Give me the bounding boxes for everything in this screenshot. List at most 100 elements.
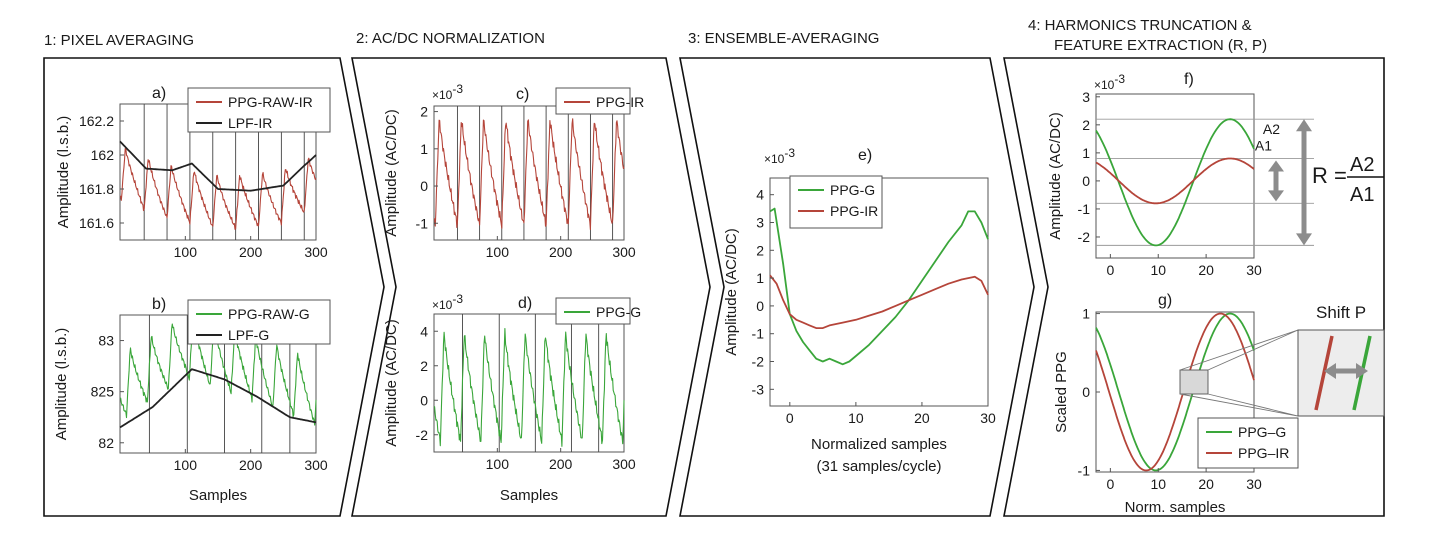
y-tick-label: -3 [752,381,765,397]
chart-label-e: e) [858,147,872,164]
x-tick-label: 100 [486,244,510,260]
exponent-power: -3 [452,82,463,96]
chart-label-g: g) [1158,292,1172,309]
x-tick-label: 100 [174,457,198,473]
x-tick-label: 300 [304,244,328,260]
amplitude-label-a1: A1 [1255,137,1272,153]
y-tick-label: 162 [91,147,115,163]
y-tick-label: 161.8 [79,181,114,197]
series-line-green [1095,118,1255,247]
plot-area-f [1095,93,1255,259]
chart-c: 100 200 300 -1 0 1 2 Amplitude (AC/DC) PPG-IR c) [383,86,644,260]
exponent-power: -3 [1114,72,1125,86]
y-axis-label: Amplitude (AC/DC) [383,319,400,447]
legend-label: PPG–G [1238,424,1286,440]
exponent-f: ×10-3 [1094,72,1125,92]
series-line-green [1095,312,1255,472]
series-line-red [433,118,625,231]
y-tick-label: -1 [416,215,429,231]
y-tick-label: 1 [1082,306,1090,322]
y-tick-label: 0 [1082,384,1090,400]
y-tick-label: -1 [1078,201,1091,217]
y-tick-label: 825 [91,384,115,400]
exponent-base: ×10 [764,152,785,166]
x-tick-label: 30 [1246,476,1262,492]
chart-e: 0 10 20 30 -3 -2 -1 0 1 2 3 4 Amplitude (AC/DC) Norma… [723,147,996,475]
ratio-numerator: A2 [1350,154,1374,176]
legend-label: LPF-G [228,327,269,343]
chart-label-f: f) [1184,71,1194,88]
y-axis-label: Scaled PPG [1053,351,1070,433]
zoom-connector-lines [1179,329,1299,417]
x-axis-label-2: (31 samples/cycle) [816,458,941,475]
exponent-d: ×10-3 [432,292,463,312]
y-tick-label: 0 [756,298,764,314]
series-line-green [769,207,989,366]
x-axis-label: Samples [189,487,247,504]
chart-b: 100 200 300 82 825 83 Amplitude (l.s.b.) Sample… [53,296,331,504]
y-tick-label: 161.6 [79,215,114,231]
ratio-denominator: A1 [1350,184,1374,206]
x-axis-label: Samples [500,487,558,504]
y-tick-label: 2 [420,104,428,120]
x-tick-label: 10 [848,410,864,426]
legend-label: PPG–IR [1238,445,1289,461]
arrow-head [1296,233,1312,246]
amplitude-arrow-a2 [1296,119,1312,246]
chart-label-a: a) [152,85,166,102]
x-tick-label: 10 [1150,262,1166,278]
y-tick-label: 0 [420,392,428,408]
series-line-red [769,274,989,329]
step-title-4b: FEATURE EXTRACTION (R, P) [1054,37,1267,54]
x-tick-label: 30 [1246,262,1262,278]
legend-box [187,87,331,133]
chart-label-d: d) [518,295,532,312]
y-tick-label: 1 [756,270,764,286]
x-tick-label: 20 [1198,262,1214,278]
arrow-head [1268,160,1284,172]
x-tick-label: 0 [786,410,794,426]
y-axis-label: Amplitude (AC/DC) [1047,112,1064,240]
panel-frame-2 [351,57,711,517]
x-tick-label: 300 [304,457,328,473]
exponent-e: ×10-3 [764,146,795,166]
chart-a: 100 200 300 161.6 161.8 162 162.2 Amplitude (l.… [55,85,331,260]
x-tick-label: 0 [1106,262,1114,278]
y-tick-label: 0 [1082,173,1090,189]
y-axis-label: Amplitude (AC/DC) [723,228,740,356]
chart-label-c: c) [516,86,529,103]
y-axis-label: Amplitude (l.s.b.) [53,328,70,441]
legend-e: PPG-G PPG-IR [789,175,883,229]
x-tick-label: 200 [549,244,573,260]
y-tick-label: 4 [420,323,428,339]
x-tick-label: 100 [486,456,510,472]
y-tick-label: 162.2 [79,113,114,129]
y-tick-label: -1 [752,326,765,342]
x-axis-label: Normalized samples [811,436,947,453]
ratio-formula: R = A2 A1 [1312,154,1384,206]
y-tick-label: -2 [752,354,765,370]
x-tick-label: 200 [239,457,263,473]
y-axis-label: Amplitude (AC/DC) [383,109,400,237]
svg-text:×10-3: ×10-3 [432,292,463,312]
legend-label: PPG-G [830,182,875,198]
svg-text:×10-3: ×10-3 [764,146,795,166]
step-title-1: 1: PIXEL AVERAGING [44,32,194,49]
svg-text:×10-3: ×10-3 [1094,72,1125,92]
step-title-2: 2: AC/DC NORMALIZATION [356,30,545,47]
x-tick-label: 200 [239,244,263,260]
y-axis-label: Amplitude (l.s.b.) [55,116,72,229]
arrow-head [1296,119,1312,132]
x-tick-label: 100 [174,244,198,260]
exponent-base: ×10 [432,88,453,102]
y-tick-label: 2 [1082,117,1090,133]
legend-label: PPG-RAW-G [228,306,310,322]
series-line-green [433,327,625,447]
zoom-source-box [1179,369,1209,395]
y-tick-label: 1 [420,141,428,157]
legend-box [187,299,331,345]
x-tick-label: 30 [980,410,996,426]
arrow-head [1268,190,1284,202]
amplitude-label-a2: A2 [1263,121,1280,137]
